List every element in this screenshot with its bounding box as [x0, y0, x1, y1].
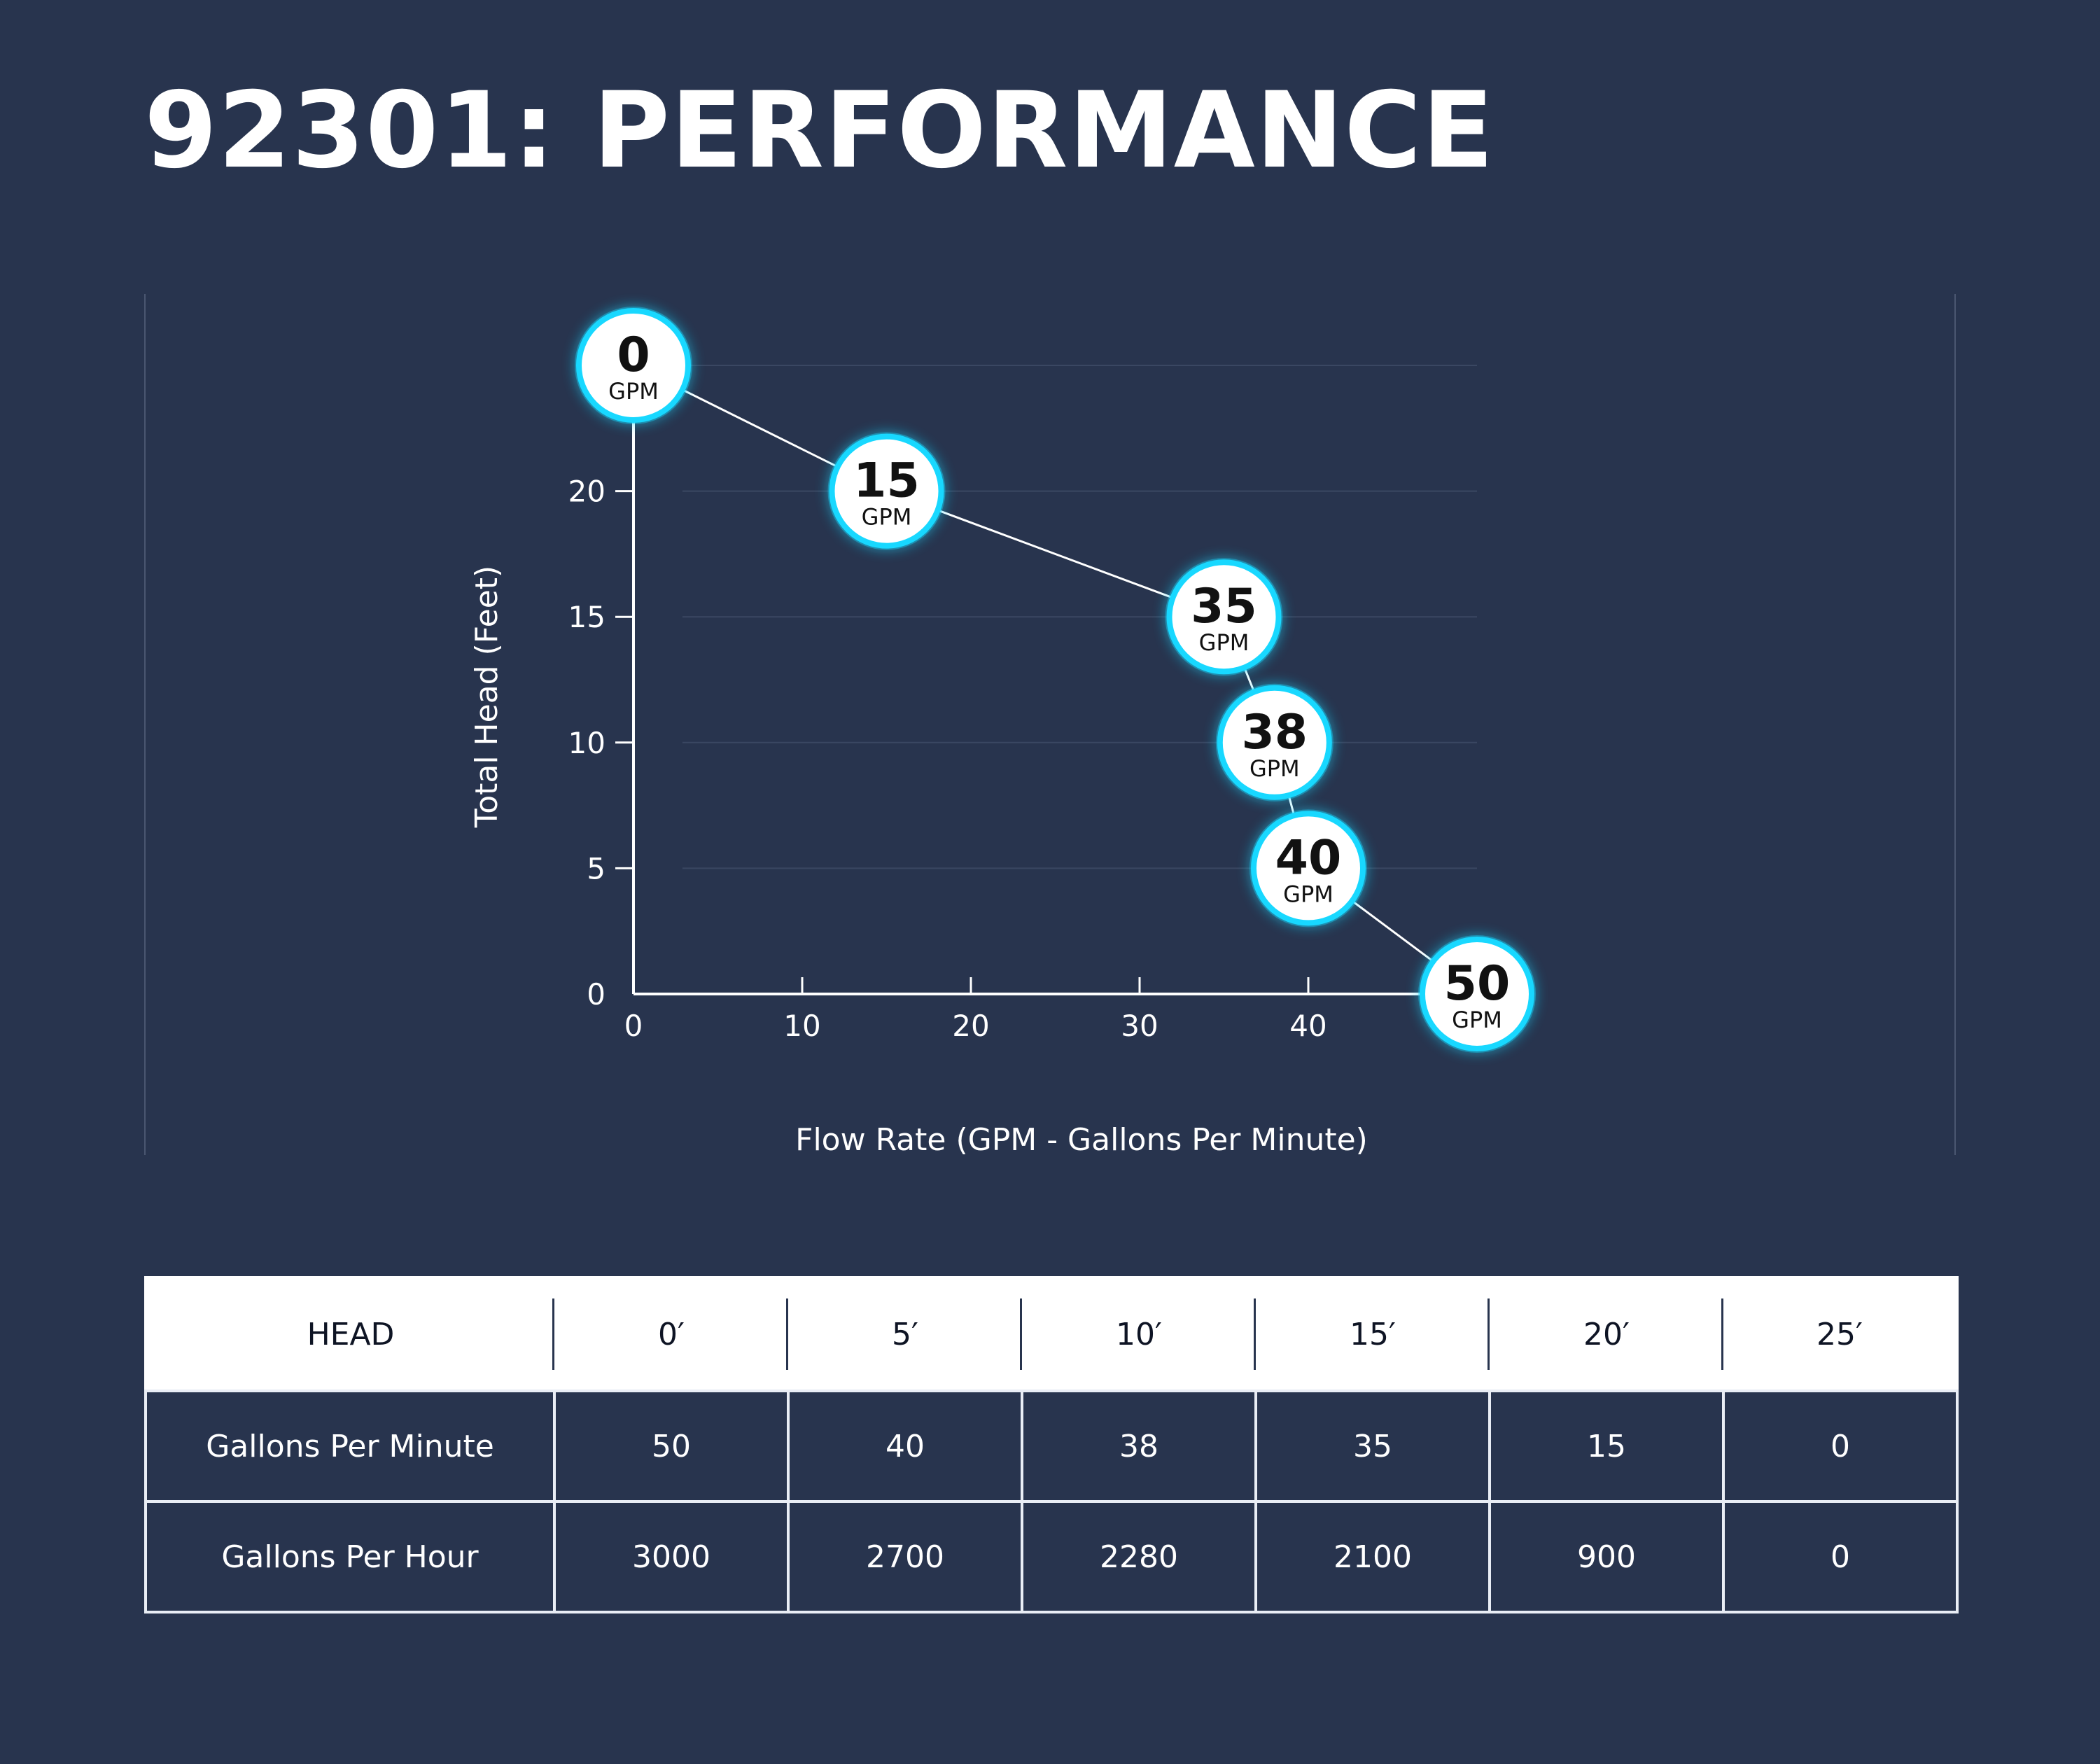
header-separator — [552, 1298, 554, 1370]
header-label: 20′ — [1583, 1316, 1630, 1352]
table-cell: 2280 — [1021, 1500, 1257, 1614]
header-cell-5ft: 5′ — [786, 1278, 1022, 1391]
marker-value-label: 38 — [1241, 705, 1308, 760]
header-cell-0ft: 0′ — [552, 1278, 788, 1391]
header-cell-head: HEAD — [307, 1316, 395, 1352]
table-cell: 2100 — [1254, 1500, 1491, 1614]
x-tick-label: 10 — [783, 1009, 820, 1043]
marker-value-label: 0 — [617, 328, 650, 383]
table-row-gph: Gallons Per Hour 3000 2700 2280 2100 900… — [144, 1500, 1959, 1614]
y-tick-label: 15 — [568, 600, 606, 634]
y-tick-label: 20 — [568, 475, 606, 509]
row-label-gph: Gallons Per Hour — [144, 1500, 556, 1614]
marker-unit-label: GPM — [608, 378, 659, 405]
marker-value-label: 50 — [1444, 956, 1511, 1011]
x-tick-label: 20 — [952, 1009, 989, 1043]
performance-table: HEAD 0′ 5′ 10′ 15′ 20′ 25′ Gallons Per M… — [144, 1276, 1959, 1614]
header-label: 5′ — [892, 1316, 918, 1352]
x-tick-label: 0 — [624, 1009, 643, 1043]
header-cell-20ft: 20′ — [1488, 1278, 1723, 1391]
x-tick-label: 40 — [1289, 1009, 1326, 1043]
header-separator — [1721, 1298, 1723, 1370]
marker-value-label: 40 — [1275, 830, 1342, 886]
marker-circle — [1251, 811, 1366, 926]
header-separator — [1020, 1298, 1022, 1370]
marker-unit-label: GPM — [1452, 1007, 1502, 1033]
marker-circle — [576, 308, 691, 423]
marker-circle — [1420, 937, 1534, 1051]
marker-unit-label: GPM — [862, 504, 912, 531]
table-cell: 900 — [1488, 1500, 1725, 1614]
header-cell-15ft: 15′ — [1254, 1278, 1490, 1391]
header-label: 25′ — [1816, 1316, 1863, 1352]
row-label-gpm: Gallons Per Minute — [144, 1390, 556, 1503]
y-axis-title: Total Head (Feet) — [469, 566, 505, 828]
table-cell: 40 — [787, 1390, 1023, 1503]
marker-value-label: 15 — [853, 454, 920, 509]
marker-circle — [1166, 559, 1282, 675]
y-tick-label: 0 — [587, 977, 606, 1011]
table-cell: 0 — [1722, 1390, 1959, 1503]
header-label: 10′ — [1116, 1316, 1162, 1352]
ticks-layer: 0 5 10 15 20 0 10 20 30 40 — [568, 475, 1327, 1043]
table-cell: 0 — [1722, 1500, 1959, 1614]
axes-layer — [632, 393, 1477, 995]
table-cell: 50 — [553, 1390, 790, 1503]
header-cell-10ft: 10′ — [1020, 1278, 1256, 1391]
table-cell: 15 — [1488, 1390, 1725, 1503]
marker-unit-label: GPM — [1283, 881, 1334, 907]
x-axis-title: Flow Rate (GPM - Gallons Per Minute) — [795, 1122, 1368, 1158]
table-cell: 2700 — [787, 1500, 1023, 1614]
y-tick-label: 10 — [568, 726, 606, 760]
table-cell: 38 — [1021, 1390, 1257, 1503]
grid-layer — [682, 365, 1477, 869]
performance-chart: 0 5 10 15 20 0 10 20 30 40 0 GPM 15 GPM 35 GPM 38 GPM 40 G… — [144, 294, 1956, 1158]
header-separator — [1254, 1298, 1256, 1370]
header-label: 15′ — [1350, 1316, 1396, 1352]
performance-table-wrap: HEAD 0′ 5′ 10′ 15′ 20′ 25′ Gallons Per M… — [144, 1276, 1959, 1614]
marker-circle — [1217, 685, 1332, 800]
header-separator — [1488, 1298, 1490, 1370]
header-cell-25ft: 25′ — [1721, 1278, 1957, 1391]
marker-value-label: 35 — [1191, 579, 1257, 634]
page-title: 92301: PERFORMANCE — [144, 70, 1494, 192]
marker-unit-label: GPM — [1250, 755, 1300, 782]
table-cell: 3000 — [553, 1500, 790, 1614]
table-header-row: HEAD 0′ 5′ 10′ 15′ 20′ 25′ — [146, 1278, 1957, 1391]
header-label: 0′ — [658, 1316, 685, 1352]
marker-unit-label: GPM — [1199, 629, 1250, 656]
header-separator — [786, 1298, 788, 1370]
table-cell: 35 — [1254, 1390, 1491, 1503]
marker-circle — [829, 433, 944, 549]
y-tick-label: 5 — [587, 851, 606, 886]
table-row-gpm: Gallons Per Minute 50 40 38 35 15 0 — [144, 1390, 1959, 1503]
x-tick-label: 30 — [1121, 1009, 1158, 1043]
